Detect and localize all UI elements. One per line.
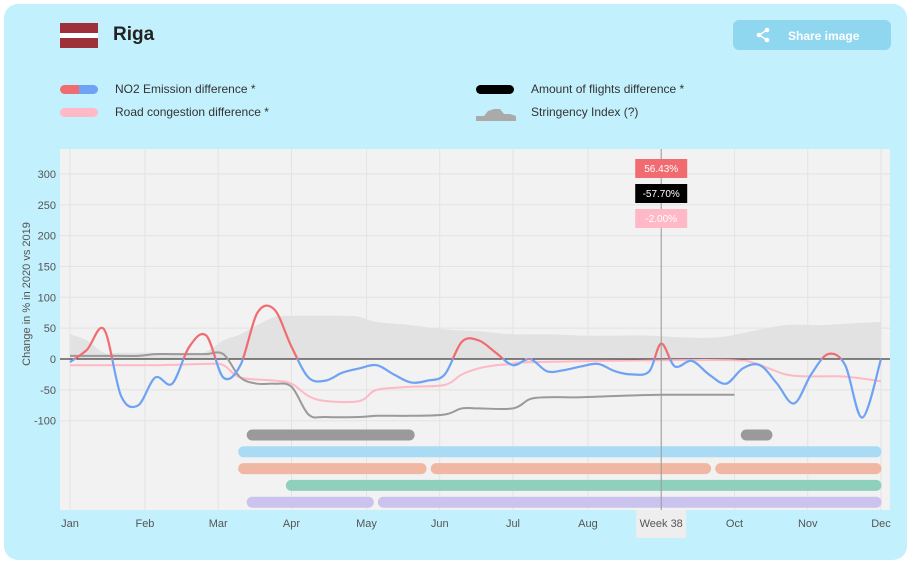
- legend-label-flights: Amount of flights difference *: [531, 82, 685, 96]
- share-image-label: Share image: [788, 29, 860, 43]
- no2-swatch: [60, 85, 98, 94]
- x-tick-label: Aug: [578, 518, 598, 530]
- x-tick-label: Week 38: [640, 518, 683, 530]
- tooltip-road-box: [635, 209, 688, 228]
- y-tick-label: 0: [50, 354, 56, 366]
- flights-line: [69, 351, 735, 419]
- no2-line-negative: [69, 359, 883, 419]
- x-tick-label: Jun: [431, 518, 449, 530]
- share-icon: [756, 27, 770, 43]
- highlight-week-band: [636, 510, 687, 538]
- tooltip-road-value: -2.00%: [645, 214, 677, 225]
- latvia-flag-icon: [60, 23, 98, 48]
- y-tick-label: -100: [34, 416, 56, 428]
- y-tick-label: 200: [38, 231, 56, 243]
- x-tick-label: Oct: [726, 518, 743, 530]
- stringency-swatch-icon: [476, 109, 516, 121]
- legend-label-road: Road congestion difference *: [115, 105, 269, 119]
- x-tick-label: Feb: [135, 518, 154, 530]
- x-tick-label: Nov: [798, 518, 818, 530]
- road-swatch: [60, 108, 98, 117]
- y-tick-label: -50: [40, 385, 56, 397]
- x-tick-label: Jul: [506, 518, 520, 530]
- city-title: Riga: [113, 24, 155, 45]
- y-tick-label: 50: [44, 323, 56, 335]
- tooltip-no2-box: [635, 159, 688, 178]
- x-tick-label: May: [356, 518, 377, 530]
- legend-label-no2: NO2 Emission difference *: [115, 82, 256, 96]
- tooltip-no2-value: 56.43%: [644, 164, 678, 175]
- x-tick-label: Jan: [61, 518, 79, 530]
- x-tick-label: Apr: [283, 518, 300, 530]
- no2-line-positive: [72, 304, 881, 359]
- y-axis-label: Change in % in 2020 vs 2019: [21, 222, 33, 366]
- y-tick-label: 300: [38, 169, 56, 181]
- y-tick-label: 250: [38, 200, 56, 212]
- y-tick-label: 100: [38, 292, 56, 304]
- legend-label-stringency: Stringency Index (?): [531, 105, 639, 119]
- x-tick-label: Dec: [871, 518, 891, 530]
- flights-swatch: [476, 85, 514, 94]
- share-image-button[interactable]: Share image: [733, 20, 891, 50]
- tooltip-flights-box: [635, 184, 688, 203]
- x-tick-label: Mar: [209, 518, 228, 530]
- stringency-area: [70, 315, 881, 359]
- tooltip-flights-value: -57.70%: [643, 189, 680, 200]
- road-congestion-line: [69, 358, 882, 404]
- y-tick-label: 150: [38, 261, 56, 273]
